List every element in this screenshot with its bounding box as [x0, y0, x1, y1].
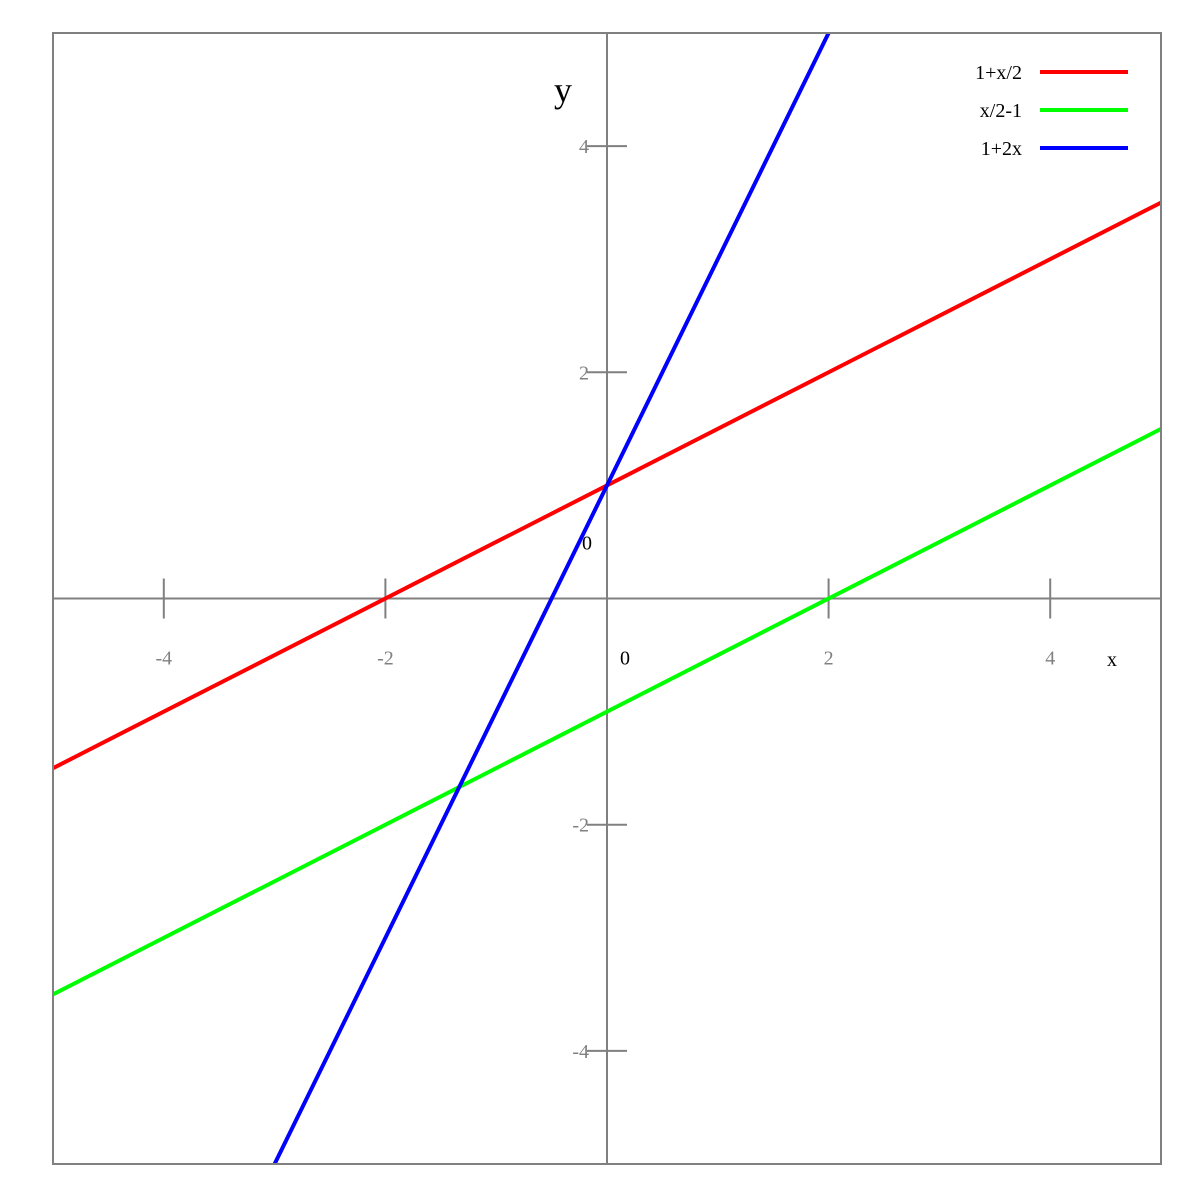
y-tick-label: -2	[572, 815, 589, 837]
y-tick-label: 4	[579, 136, 589, 158]
y-axis-label: y	[554, 70, 572, 110]
x-tick-label: -4	[155, 648, 172, 670]
legend: 1+x/2 x/2-1 1+2x	[975, 62, 1128, 160]
x-axis-label: x	[1107, 649, 1117, 671]
x-tick-label: 2	[824, 648, 834, 670]
x-tick-label: -2	[377, 648, 394, 670]
series-layer	[52, 32, 1162, 1165]
y-tick-label: 2	[579, 362, 589, 384]
plot-frame	[52, 32, 1162, 1165]
series-line-3	[272, 32, 831, 1165]
legend-label: 1+2x	[981, 138, 1022, 160]
y-tick-label: 0	[582, 533, 592, 555]
legend-label: x/2-1	[980, 100, 1022, 122]
x-tick-label: 4	[1045, 648, 1055, 670]
legend-label: 1+x/2	[975, 62, 1022, 84]
series-line-2	[52, 427, 1162, 997]
y-tick-label: -4	[572, 1041, 589, 1063]
x-tick-label: 0	[620, 648, 630, 670]
